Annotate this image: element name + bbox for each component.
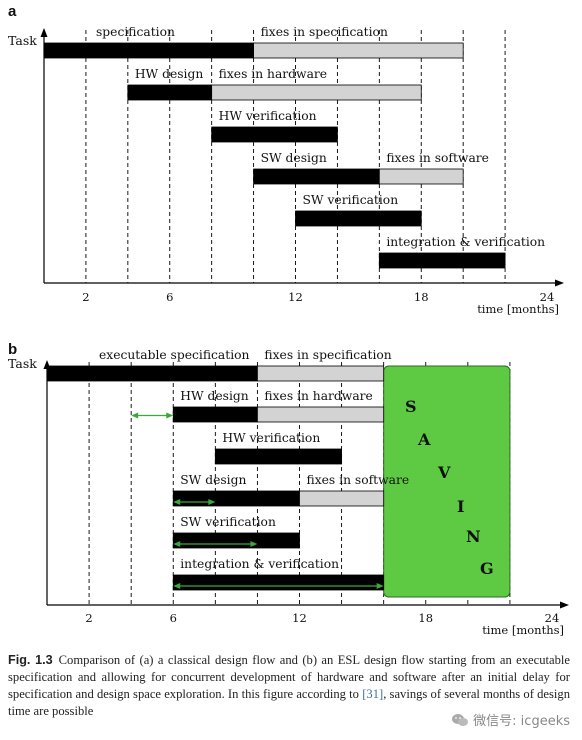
caption-label: Fig. 1.3 — [8, 653, 53, 667]
panel-b-label: b — [8, 341, 17, 358]
panel-a-tick-label: 18 — [414, 290, 429, 304]
caption-text-part1: Comparison of (a) a classical design flo… — [8, 653, 571, 701]
caption-text-part2: , savings of several months of design ti… — [8, 687, 570, 718]
watermark-text: 微信号: icgeeks — [473, 714, 570, 729]
panel-b-delay-arrow-head-left — [173, 499, 181, 505]
panel-a-fix-bar — [378, 168, 464, 185]
panel-b-saving-box — [383, 365, 511, 598]
panel-b-task-bar — [172, 532, 300, 549]
panel-a-fix-bar — [253, 42, 464, 59]
panel-a-bar-label: HW verification — [219, 109, 317, 123]
panel-b-bar-label: SW design — [180, 473, 246, 487]
panel-b-task-bar — [214, 448, 342, 465]
panel-b-delay-arrow-head-right — [376, 583, 384, 589]
panel-a-y-axis-arrowhead — [40, 28, 48, 37]
panel-a-tick-label: 12 — [288, 290, 303, 304]
panel-a-x-axis-arrowhead — [555, 279, 564, 287]
panel-b-x-axis-arrowhead — [560, 601, 569, 609]
panel-b-fix-bar — [257, 406, 385, 423]
panel-b-delay-arrow-head-right — [208, 499, 216, 505]
panel-a-bar-label: HW design — [135, 67, 204, 81]
panel-a-task-bar — [127, 84, 213, 101]
panel-a-task-bar — [378, 252, 506, 269]
panel-a-task-bar — [295, 210, 422, 227]
panel-b-task-bar — [172, 490, 300, 507]
panel-a-task-bar — [43, 42, 254, 59]
panel-b-delay-arrow-head-right — [166, 412, 174, 419]
figure-caption: Fig. 1.3 Comparison of (a) a classical de… — [8, 652, 570, 720]
panel-b-bar-label: fixes in specification — [264, 348, 391, 362]
panel-b-bar-label: integration & verification — [180, 557, 339, 571]
watermark: 微信号: icgeeks — [452, 710, 570, 729]
panel-b-bar-label: fixes in software — [307, 473, 410, 487]
panel-b-tick-label: 6 — [170, 611, 177, 625]
panel-b-xlabel: time [months] — [482, 623, 564, 637]
panel-a-tick-label: 6 — [166, 290, 173, 304]
panel-a-bar-label: fixes in specification — [261, 25, 388, 39]
wechat-icon — [452, 713, 469, 727]
panel-b-task-bar — [46, 365, 258, 382]
panel-b-tick-label: 18 — [418, 611, 433, 625]
panel-a-task-bar — [211, 126, 338, 143]
panel-b-bar-label: executable specification — [99, 348, 250, 362]
panel-b-saving-letter: I — [457, 497, 464, 516]
panel-a-bar-label: fixes in hardware — [219, 67, 327, 81]
panel-b-saving-letter: A — [417, 430, 431, 449]
panel-a-bar-label: integration & verification — [386, 235, 545, 249]
panel-b-saving-letter: N — [466, 527, 481, 546]
panel-a-task-bar — [253, 168, 380, 185]
panel-a-xlabel: time [months] — [477, 302, 559, 316]
panel-b-fix-bar — [299, 490, 385, 507]
panel-b-tick-label: 2 — [85, 611, 92, 625]
panel-b-saving-letter: G — [480, 559, 494, 578]
panel-b-task-bar — [172, 406, 258, 423]
panel-b-delay-arrow-head-left — [173, 583, 181, 589]
panel-b-bar-label: fixes in hardware — [264, 389, 372, 403]
panel-b-bar-label: HW design — [180, 389, 249, 403]
panel-b-delay-arrow-head-left — [173, 541, 181, 547]
panel-b-ylabel: Task — [8, 356, 37, 371]
panel-b-bar-label: HW verification — [222, 431, 320, 445]
panel-a-bar-label: fixes in software — [386, 151, 489, 165]
panel-b-fix-bar — [257, 365, 385, 382]
panel-a-bar-label: SW verification — [303, 193, 399, 207]
panel-b-saving-letter: S — [405, 397, 417, 416]
panel-b-delay-arrow-head-left — [131, 412, 139, 419]
panel-a-ylabel: Task — [8, 33, 37, 48]
panel-b-tick-label: 24 — [545, 611, 560, 625]
panel-a-bar-label: specification — [96, 25, 175, 39]
panel-a-label: a — [8, 3, 17, 20]
panel-b-saving-letter: V — [437, 463, 451, 482]
panel-b-task-bar — [172, 574, 385, 591]
panel-b-tick-label: 12 — [292, 611, 307, 625]
panel-a-tick-label: 2 — [82, 290, 89, 304]
panel-a-fix-bar — [211, 84, 422, 101]
panel-b-delay-arrow-head-right — [250, 541, 258, 547]
panel-b-bar-label: SW verification — [180, 515, 276, 529]
panel-a-bar-label: SW design — [261, 151, 327, 165]
panel-a-tick-label: 24 — [540, 290, 555, 304]
caption-reference-link[interactable]: [31] — [362, 687, 384, 701]
